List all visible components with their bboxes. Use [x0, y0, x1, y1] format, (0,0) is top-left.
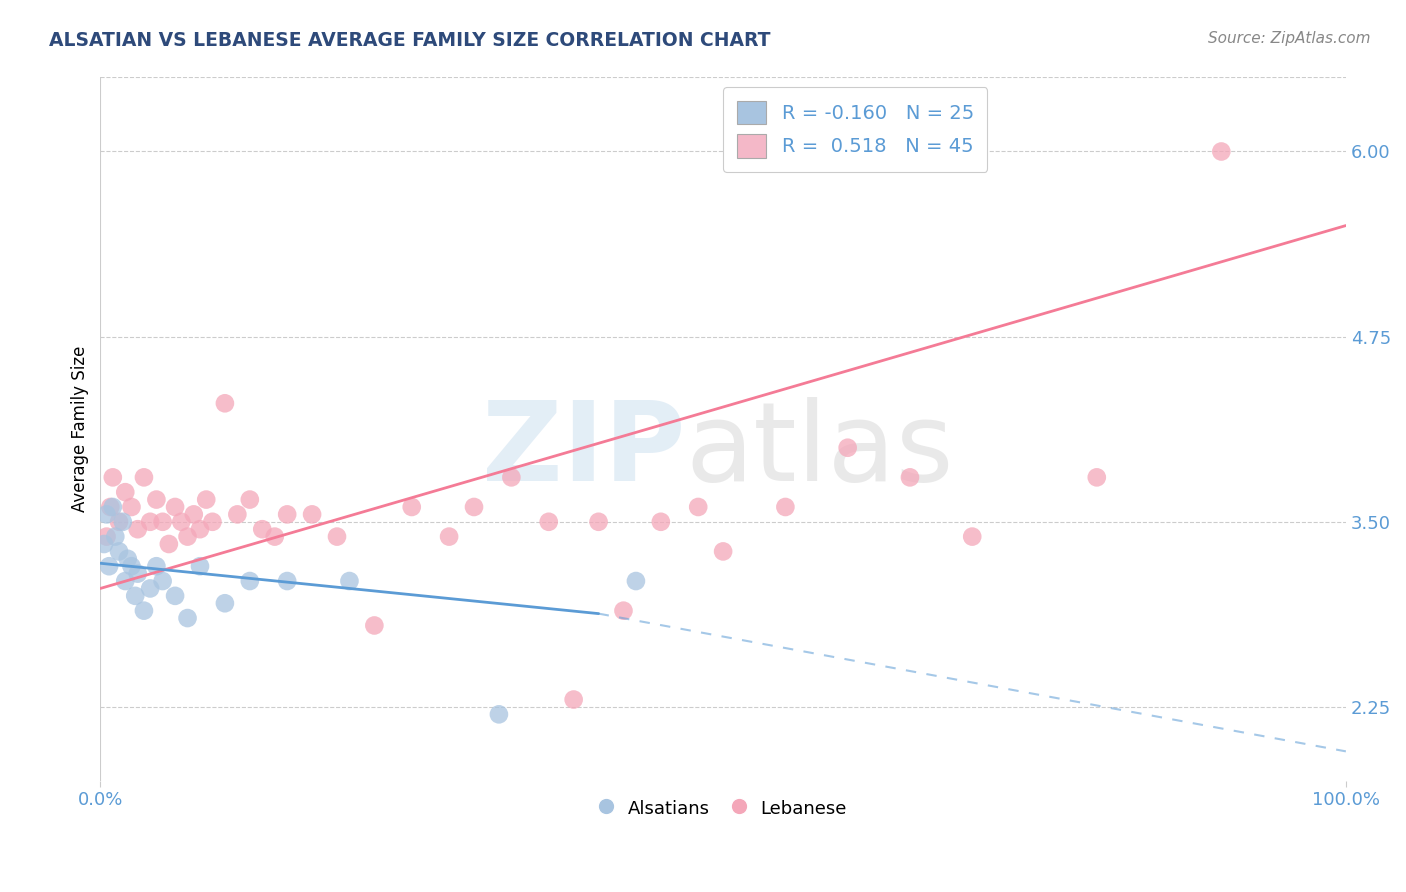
Point	[98, 559, 121, 574]
Point	[145, 559, 167, 574]
Text: Source: ZipAtlas.com: Source: ZipAtlas.com	[1208, 31, 1371, 46]
Point	[214, 596, 236, 610]
Point	[775, 500, 797, 514]
Point	[276, 508, 298, 522]
Point	[188, 559, 211, 574]
Point	[111, 515, 134, 529]
Point	[114, 485, 136, 500]
Point	[612, 604, 634, 618]
Point	[132, 470, 155, 484]
Point	[537, 515, 560, 529]
Y-axis label: Average Family Size: Average Family Size	[72, 346, 89, 512]
Point	[437, 530, 460, 544]
Text: ALSATIAN VS LEBANESE AVERAGE FAMILY SIZE CORRELATION CHART: ALSATIAN VS LEBANESE AVERAGE FAMILY SIZE…	[49, 31, 770, 50]
Point	[96, 508, 118, 522]
Point	[276, 574, 298, 588]
Point	[176, 530, 198, 544]
Point	[98, 500, 121, 514]
Point	[326, 530, 349, 544]
Point	[101, 470, 124, 484]
Point	[101, 500, 124, 514]
Point	[124, 589, 146, 603]
Point	[121, 559, 143, 574]
Point	[108, 544, 131, 558]
Point	[588, 515, 610, 529]
Point	[93, 537, 115, 551]
Point	[195, 492, 218, 507]
Point	[152, 574, 174, 588]
Point	[837, 441, 859, 455]
Point	[108, 515, 131, 529]
Point	[1211, 145, 1233, 159]
Point	[960, 530, 983, 544]
Point	[121, 500, 143, 514]
Point	[104, 530, 127, 544]
Text: ZIP: ZIP	[482, 397, 686, 504]
Point	[1085, 470, 1108, 484]
Point	[114, 574, 136, 588]
Point	[711, 544, 734, 558]
Point	[183, 508, 205, 522]
Point	[127, 566, 149, 581]
Text: atlas: atlas	[686, 397, 955, 504]
Point	[624, 574, 647, 588]
Point	[132, 604, 155, 618]
Point	[145, 492, 167, 507]
Point	[650, 515, 672, 529]
Point	[201, 515, 224, 529]
Point	[165, 589, 187, 603]
Point	[339, 574, 361, 588]
Point	[214, 396, 236, 410]
Point	[488, 707, 510, 722]
Point	[263, 530, 285, 544]
Point	[176, 611, 198, 625]
Point	[239, 574, 262, 588]
Point	[188, 522, 211, 536]
Point	[96, 530, 118, 544]
Legend: Alsatians, Lebanese: Alsatians, Lebanese	[592, 792, 855, 825]
Point	[165, 500, 187, 514]
Point	[252, 522, 274, 536]
Point	[401, 500, 423, 514]
Point	[127, 522, 149, 536]
Point	[117, 551, 139, 566]
Point	[152, 515, 174, 529]
Point	[239, 492, 262, 507]
Point	[463, 500, 485, 514]
Point	[139, 515, 162, 529]
Point	[501, 470, 523, 484]
Point	[226, 508, 249, 522]
Point	[170, 515, 193, 529]
Point	[898, 470, 921, 484]
Point	[688, 500, 710, 514]
Point	[363, 618, 385, 632]
Point	[301, 508, 323, 522]
Point	[157, 537, 180, 551]
Point	[139, 582, 162, 596]
Point	[562, 692, 585, 706]
